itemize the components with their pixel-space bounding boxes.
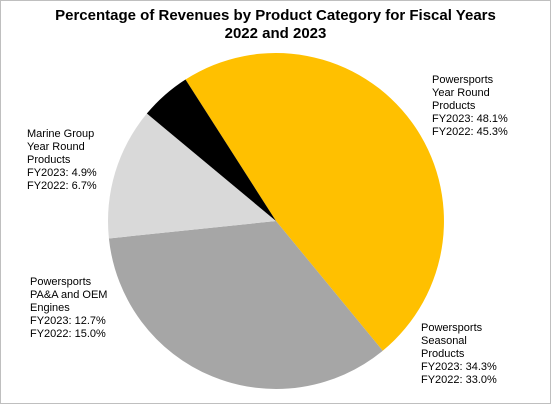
slice-name-line: Year Round [27, 141, 85, 153]
slice-marine-group [146, 79, 276, 221]
slice-name-line: Products [432, 100, 476, 112]
slice-fy2022-value: FY2022: 6.7% [27, 180, 97, 192]
slice-name-line: Engines [30, 302, 70, 314]
slice-fy2022-value: FY2022: 15.0% [30, 328, 106, 340]
slice-powersports-paa-oem [108, 113, 276, 239]
slice-powersports-year-round [185, 53, 444, 351]
slice-fy2023-value: FY2023: 34.3% [421, 361, 497, 373]
slice-name-line: Powersports [421, 322, 483, 334]
slice-fy2023-value: FY2023: 12.7% [30, 315, 106, 327]
slice-fy2023-value: FY2023: 48.1% [432, 113, 508, 125]
slice-label-powersports-seasonal: Powersports Seasonal Products FY2023: 34… [421, 322, 497, 387]
slice-fy2022-value: FY2022: 33.0% [421, 374, 497, 386]
slice-name-line: Seasonal [421, 335, 467, 347]
slice-name-line: PA&A and OEM [30, 289, 108, 301]
slice-name-line: Products [421, 348, 465, 360]
slice-name-line: Powersports [432, 74, 494, 86]
slice-label-marine-group: Marine Group Year Round Products FY2023:… [27, 128, 97, 193]
slice-fy2023-value: FY2023: 4.9% [27, 167, 97, 179]
slice-label-powersports-paa-oem: Powersports PA&A and OEM Engines FY2023:… [30, 276, 107, 341]
slice-name-line: Powersports [30, 276, 92, 288]
slice-name-line: Marine Group [27, 128, 95, 140]
chart-title-line-2: 2022 and 2023 [224, 25, 327, 42]
slice-name-line: Year Round [432, 87, 490, 99]
slice-label-powersports-year-round: Powersports Year Round Products FY2023: … [432, 74, 508, 139]
chart-title: Percentage of Revenues by Product Catego… [1, 7, 550, 43]
slice-name-line: Products [27, 154, 71, 166]
slice-fy2022-value: FY2022: 45.3% [432, 126, 508, 138]
slice-powersports-seasonal [108, 221, 383, 389]
chart-title-line-1: Percentage of Revenues by Product Catego… [55, 7, 496, 24]
